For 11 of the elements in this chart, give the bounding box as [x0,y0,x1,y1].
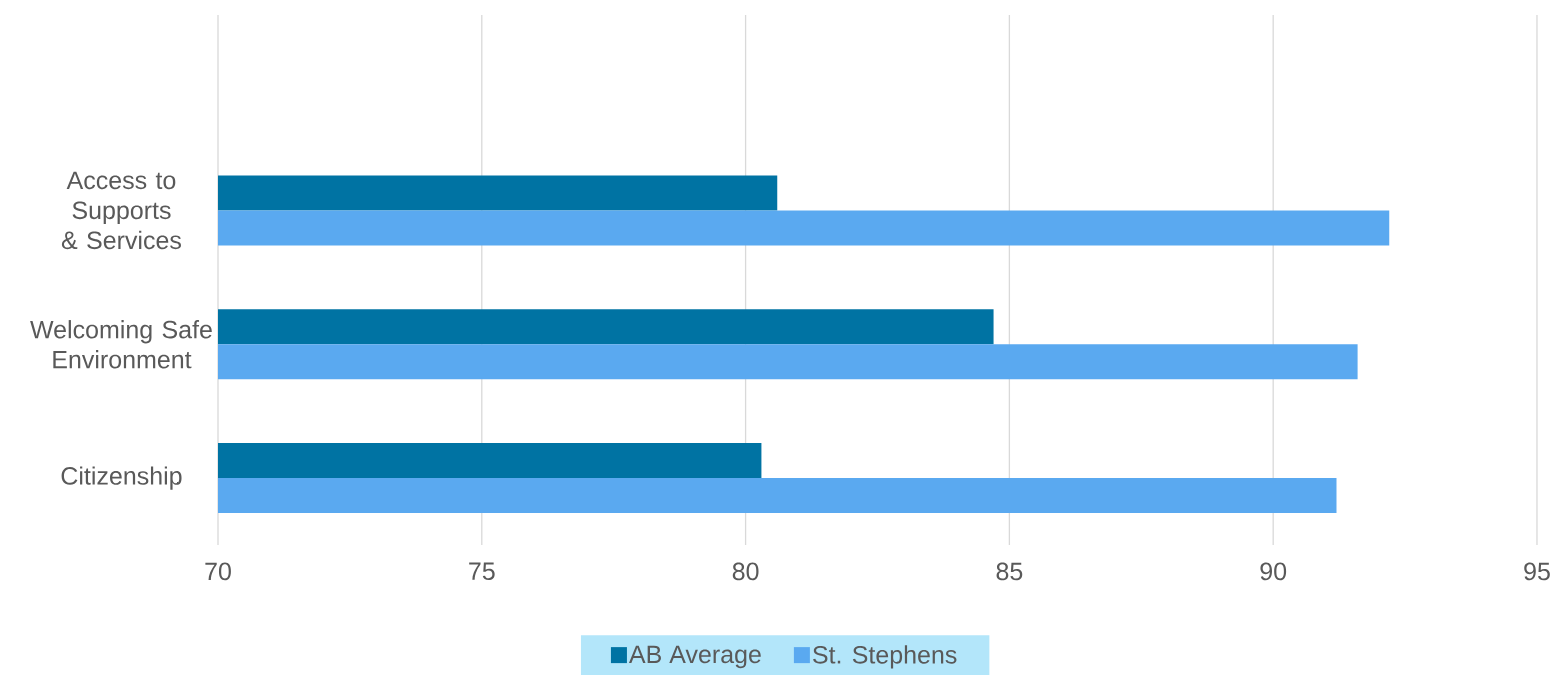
y-tick-label: Citizenship [61,466,182,490]
x-tick-label: 95 [1524,562,1550,581]
y-tick-label: Access to Supports & Services [61,171,181,250]
legend-label: AB Average [628,645,761,669]
x-tick-label: 85 [996,562,1023,581]
x-tick-label: 80 [732,562,759,581]
y-tick-label: Welcoming Safe Environment [30,320,212,369]
x-tick-label: 70 [205,562,231,581]
x-tick-label: 75 [469,562,495,580]
legend-label: St. Stephens [813,645,957,669]
x-tick-label: 90 [1260,562,1287,581]
